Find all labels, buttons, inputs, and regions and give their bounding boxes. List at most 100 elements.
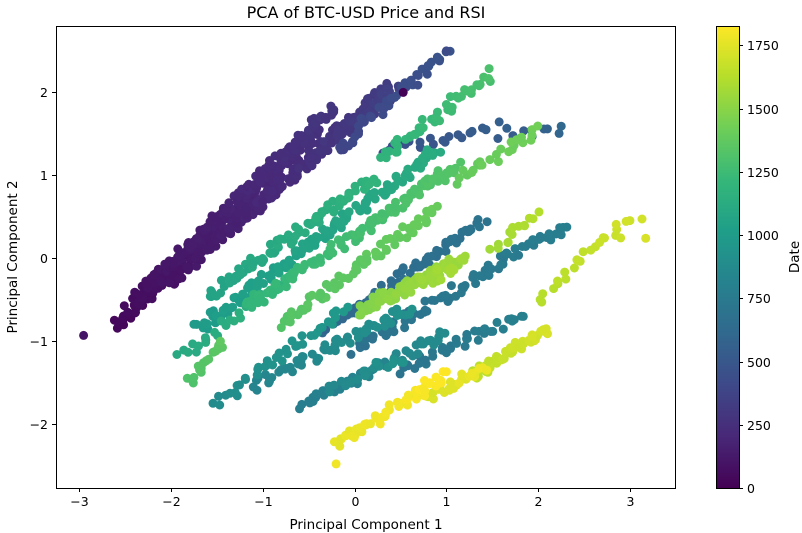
scatter-point bbox=[484, 356, 494, 366]
colorbar-tick-label: 0 bbox=[747, 481, 755, 496]
scatter-point bbox=[328, 225, 338, 235]
scatter-point bbox=[388, 359, 398, 369]
scatter-point bbox=[215, 400, 225, 410]
scatter-point bbox=[331, 459, 341, 469]
scatter-point bbox=[447, 102, 457, 112]
scatter-point bbox=[493, 134, 503, 143]
scatter-point bbox=[329, 105, 339, 115]
scatter-point bbox=[410, 184, 420, 194]
scatter-point bbox=[541, 324, 551, 334]
scatter-point bbox=[475, 79, 485, 89]
scatter-point bbox=[199, 318, 209, 328]
scatter-point bbox=[288, 367, 297, 377]
scatter-point bbox=[477, 160, 487, 170]
scatter-point bbox=[215, 336, 225, 346]
scatter-point bbox=[384, 400, 394, 410]
scatter-point bbox=[195, 365, 205, 375]
scatter-point bbox=[247, 299, 256, 309]
scatter-point bbox=[328, 248, 338, 258]
scatter-point bbox=[300, 228, 310, 238]
scatter-point bbox=[517, 132, 526, 142]
scatter-point bbox=[498, 354, 508, 364]
scatter-point bbox=[413, 349, 423, 359]
scatter-point bbox=[510, 244, 520, 254]
scatter-point bbox=[556, 230, 566, 240]
scatter-point bbox=[381, 313, 391, 323]
scatter-point bbox=[323, 146, 333, 156]
scatter-point bbox=[518, 311, 528, 321]
scatter-point bbox=[558, 223, 568, 232]
scatter-point bbox=[274, 163, 284, 173]
scatter-point bbox=[290, 231, 300, 241]
scatter-point bbox=[364, 180, 374, 189]
scatter-point bbox=[474, 363, 484, 373]
scatter-point bbox=[207, 287, 217, 297]
scatter-point bbox=[432, 52, 442, 62]
scatter-point bbox=[503, 237, 513, 247]
scatter-point bbox=[313, 233, 323, 242]
scatter-point bbox=[372, 322, 382, 332]
scatter-point bbox=[484, 74, 494, 83]
scatter-point bbox=[367, 113, 376, 123]
scatter-point bbox=[492, 317, 502, 327]
scatter-point bbox=[395, 233, 405, 242]
scatter-point bbox=[275, 175, 285, 185]
scatter-point bbox=[425, 379, 435, 389]
scatter-point bbox=[230, 388, 240, 398]
scatter-point bbox=[534, 207, 544, 217]
scatter-point bbox=[351, 264, 361, 274]
scatter-point bbox=[561, 274, 571, 284]
scatter-point bbox=[357, 223, 367, 233]
scatter-point bbox=[210, 327, 220, 337]
scatter-point bbox=[502, 123, 512, 133]
scatter-point bbox=[248, 259, 258, 269]
scatter-point bbox=[401, 197, 411, 206]
scatter-point bbox=[393, 141, 403, 151]
scatter-point bbox=[174, 274, 184, 284]
scatter-point bbox=[366, 299, 376, 309]
scatter-point bbox=[327, 319, 337, 329]
scatter-point bbox=[329, 380, 339, 390]
scatter-point bbox=[360, 328, 369, 338]
y-tick-label: −1 bbox=[30, 334, 48, 349]
scatter-point bbox=[317, 207, 327, 217]
scatter-point bbox=[252, 385, 262, 395]
scatter-point bbox=[440, 328, 450, 338]
scatter-point bbox=[560, 267, 570, 277]
scatter-point bbox=[611, 219, 621, 229]
scatter-point bbox=[385, 182, 395, 192]
scatter-point bbox=[254, 362, 263, 372]
scatter-point bbox=[371, 247, 380, 257]
scatter-point bbox=[381, 244, 391, 254]
scatter-point bbox=[192, 261, 202, 271]
scatter-point bbox=[407, 304, 417, 314]
scatter-point bbox=[172, 350, 182, 359]
scatter-point bbox=[467, 368, 477, 378]
scatter-point bbox=[234, 308, 244, 318]
scatter-point bbox=[457, 133, 467, 143]
scatter-point bbox=[189, 372, 199, 382]
scatter-point bbox=[422, 216, 432, 226]
scatter-point bbox=[315, 254, 325, 264]
scatter-point bbox=[458, 371, 467, 381]
scatter-point bbox=[394, 402, 404, 411]
y-tick-label: 0 bbox=[40, 251, 48, 266]
scatter-point bbox=[493, 157, 503, 167]
colorbar-tick-label: 1000 bbox=[747, 228, 779, 243]
scatter-point bbox=[335, 280, 344, 290]
scatter-point bbox=[554, 128, 564, 138]
scatter-point bbox=[346, 349, 356, 359]
scatter-point bbox=[391, 289, 401, 298]
y-tick-label: 1 bbox=[40, 168, 48, 183]
colorbar-frame bbox=[716, 26, 740, 489]
scatter-point bbox=[422, 69, 432, 79]
scatter-point bbox=[79, 330, 89, 340]
scatter-point bbox=[496, 260, 506, 270]
scatter-point bbox=[340, 244, 350, 254]
scatter-point bbox=[413, 80, 423, 90]
scatter-point bbox=[417, 275, 427, 285]
scatter-point bbox=[297, 399, 307, 409]
scatter-point bbox=[398, 263, 408, 273]
scatter-point bbox=[389, 327, 399, 337]
scatter-point bbox=[268, 186, 277, 196]
